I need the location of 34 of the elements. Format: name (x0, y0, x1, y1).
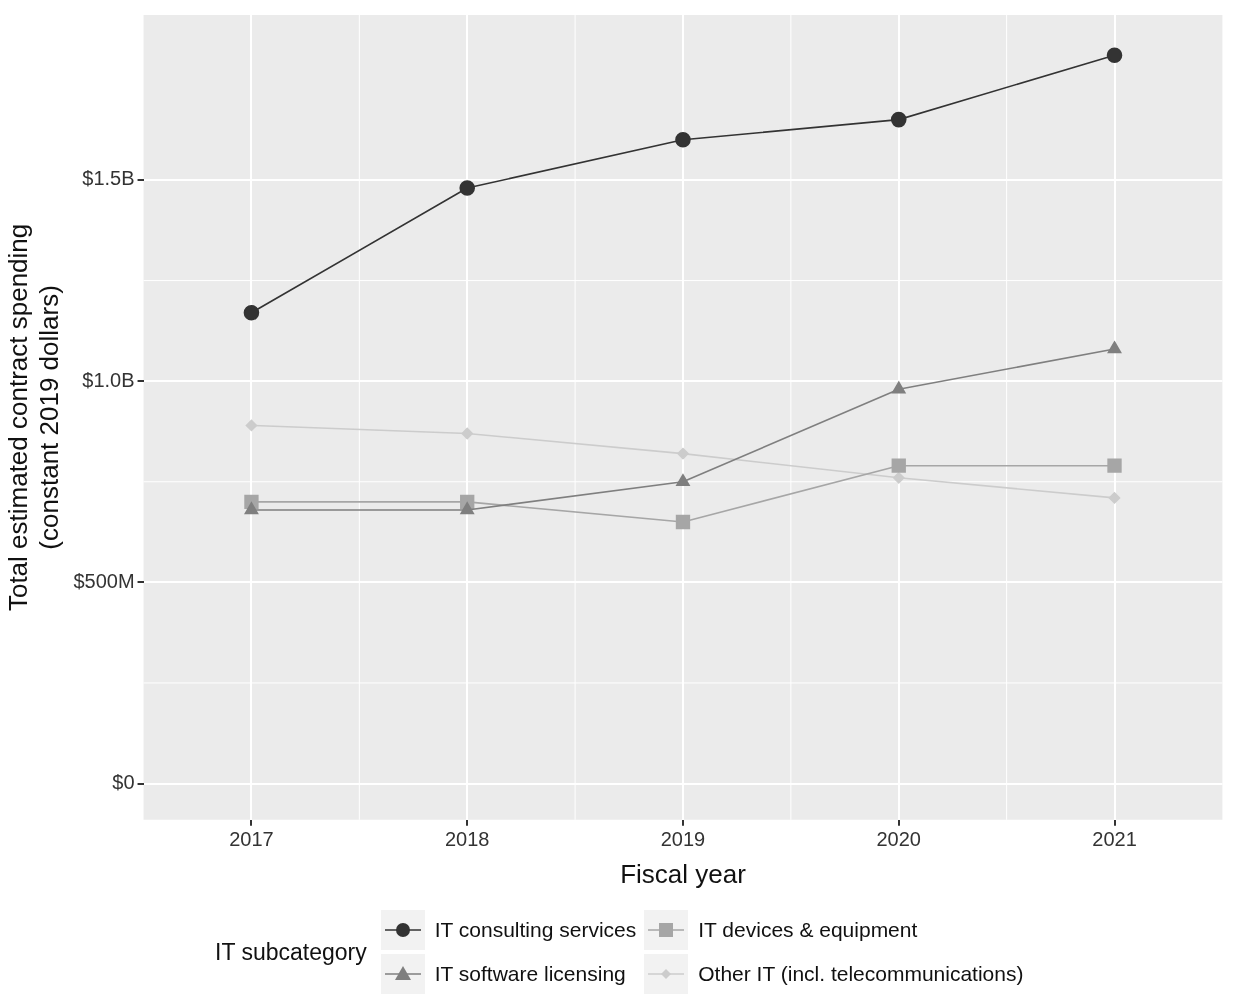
y-tick-label: $0 (112, 771, 135, 794)
point (459, 180, 476, 196)
legend-label: IT software licensing (434, 962, 626, 986)
point (1107, 341, 1122, 354)
point (890, 111, 907, 128)
legend-label: IT consulting services (434, 918, 637, 942)
point (676, 473, 690, 487)
x-tick-label: 2020 (876, 828, 921, 851)
y-tick-label: $500M (73, 569, 135, 592)
point (245, 419, 258, 432)
point (1108, 492, 1121, 504)
y-axis-title: Total estimated contract spending (constant 2019 dollars) (2, 223, 64, 612)
point (244, 502, 259, 515)
legend-title: IT subcategory (215, 938, 367, 966)
legend-label: Other IT (incl. telecommunications) (698, 962, 1024, 986)
point (891, 458, 906, 473)
point (891, 381, 906, 394)
point (461, 427, 474, 440)
point (675, 131, 691, 148)
y-tick-label: $1.5B (82, 167, 135, 190)
point (460, 502, 475, 515)
point (243, 304, 260, 321)
x-tick-label: 2018 (444, 828, 490, 851)
point (677, 447, 689, 460)
point (675, 514, 691, 530)
x-tick-label: 2019 (660, 828, 706, 851)
point (892, 471, 905, 484)
x-tick-label: 2017 (229, 828, 274, 851)
x-axis-title: Fiscal year (620, 858, 747, 889)
point (1106, 47, 1123, 64)
legend-label: IT devices & equipment (698, 918, 918, 942)
x-tick-label: 2021 (1092, 828, 1137, 851)
point (1107, 458, 1122, 473)
y-tick-label: $1.0B (82, 368, 135, 391)
